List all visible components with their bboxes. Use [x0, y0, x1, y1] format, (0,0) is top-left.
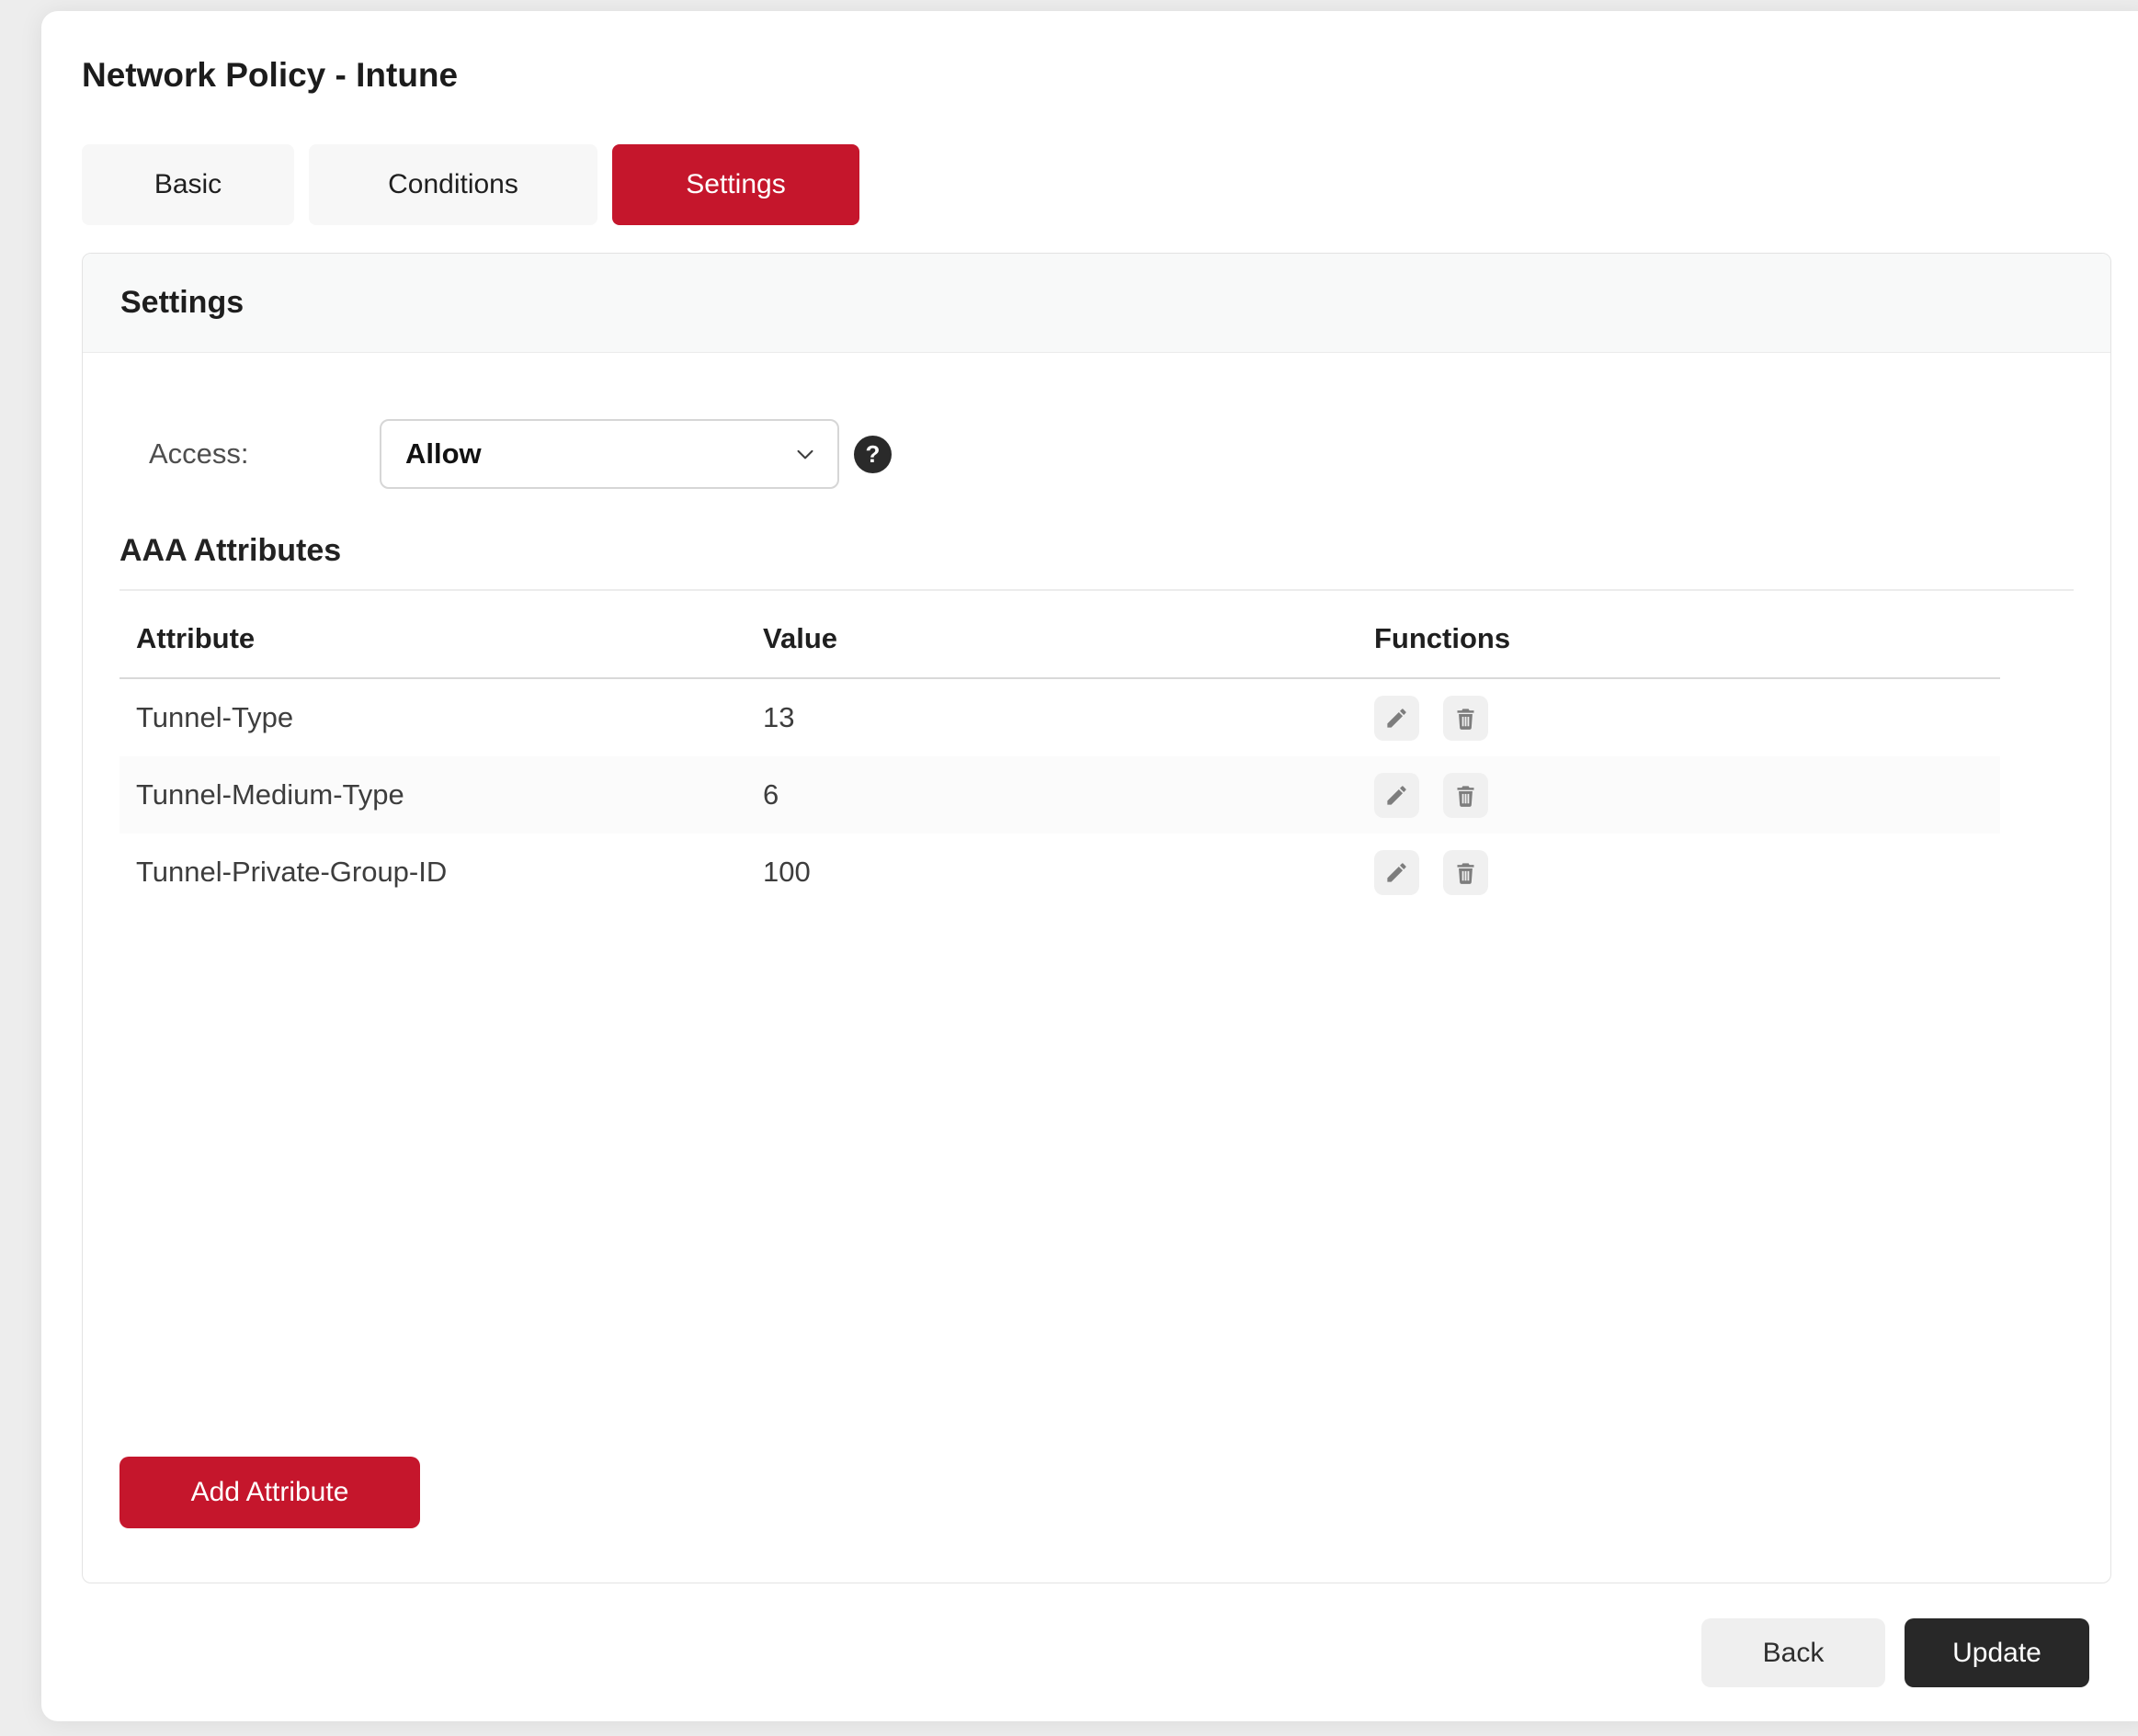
- cell-attribute: Tunnel-Medium-Type: [136, 778, 404, 811]
- tab-bar: Basic Conditions Settings: [82, 144, 2138, 225]
- delete-button[interactable]: [1442, 772, 1488, 818]
- help-glyph: ?: [865, 439, 881, 468]
- cell-value: 13: [763, 701, 795, 733]
- table-header-row: Attribute Value Functions: [119, 622, 2000, 679]
- edit-icon: [1387, 708, 1406, 728]
- back-button[interactable]: Back: [1701, 1618, 1885, 1687]
- cell-functions: [1358, 678, 2000, 756]
- tab-basic[interactable]: Basic: [82, 144, 294, 225]
- cell-functions: [1358, 834, 2000, 911]
- cell-attribute: Tunnel-Private-Group-ID: [136, 856, 448, 888]
- help-icon[interactable]: ?: [854, 435, 892, 473]
- access-row: Access: Allow ?: [119, 419, 2074, 489]
- footer-actions: Back Update: [82, 1618, 2111, 1687]
- cell-attribute: Tunnel-Type: [136, 701, 294, 733]
- panel-title: Settings: [120, 285, 245, 320]
- column-header-functions: Functions: [1358, 622, 2000, 679]
- update-button[interactable]: Update: [1905, 1618, 2089, 1687]
- section-divider: [119, 589, 2074, 591]
- column-header-attribute: Attribute: [119, 622, 746, 679]
- panel-header: Settings: [83, 254, 2110, 353]
- aaa-attributes-heading: AAA Attributes: [119, 533, 342, 568]
- table-row: Tunnel-Medium-Type 6: [119, 756, 2000, 834]
- column-header-value: Value: [746, 622, 1358, 679]
- add-attribute-button[interactable]: Add Attribute: [119, 1457, 420, 1528]
- access-label: Access:: [149, 437, 249, 470]
- delete-button[interactable]: [1442, 849, 1488, 895]
- access-select[interactable]: Allow: [380, 419, 839, 489]
- page-title: Network Policy - Intune: [82, 56, 459, 94]
- delete-button[interactable]: [1442, 695, 1488, 741]
- table-row: Tunnel-Type 13: [119, 678, 2000, 756]
- delete-icon: [1457, 785, 1474, 807]
- cell-functions: [1358, 756, 2000, 834]
- delete-icon: [1457, 708, 1474, 730]
- edit-button[interactable]: [1374, 772, 1419, 818]
- edit-button[interactable]: [1374, 849, 1419, 895]
- access-select-value: Allow: [405, 437, 482, 470]
- delete-icon: [1457, 862, 1474, 884]
- edit-icon: [1387, 785, 1406, 805]
- chevron-down-icon: [791, 440, 819, 468]
- attributes-table: Attribute Value Functions Tunnel-Type 13: [119, 622, 2000, 911]
- cell-value: 6: [763, 778, 779, 811]
- edit-button[interactable]: [1374, 695, 1419, 741]
- main-card: Network Policy - Intune Basic Conditions…: [41, 11, 2138, 1721]
- tab-conditions[interactable]: Conditions: [309, 144, 597, 225]
- cell-value: 100: [763, 856, 811, 888]
- table-row: Tunnel-Private-Group-ID 100: [119, 834, 2000, 911]
- panel-body: Access: Allow ? AAA Attributes: [83, 353, 2110, 1528]
- settings-panel: Settings Access: Allow ? AAA Attribute: [82, 253, 2111, 1583]
- tab-settings[interactable]: Settings: [612, 144, 859, 225]
- edit-icon: [1387, 862, 1406, 882]
